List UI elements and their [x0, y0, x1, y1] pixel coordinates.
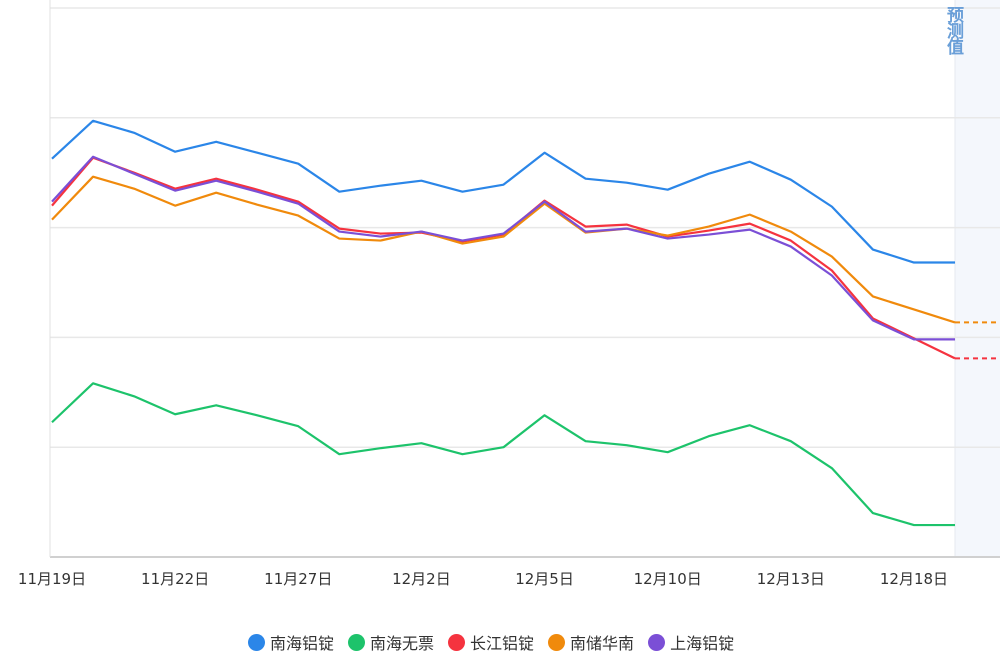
legend-item[interactable]: 南海无票	[348, 630, 434, 654]
legend-dot-icon	[548, 633, 566, 651]
x-tick-label: 11月27日	[264, 570, 332, 588]
forecast-label: 预测值	[943, 6, 963, 54]
legend-item[interactable]: 南储华南	[548, 630, 634, 654]
legend-label: 南海铝锭	[270, 634, 335, 653]
legend-dot-icon	[248, 633, 265, 651]
legend-dot-icon	[348, 633, 366, 651]
x-tick-label: 12月5日	[515, 570, 574, 588]
forecast-region	[955, 0, 1000, 557]
x-tick-label: 12月2日	[392, 570, 451, 588]
x-tick-label: 11月22日	[141, 570, 209, 588]
x-tick-label: 12月13日	[757, 570, 825, 588]
legend-dot-icon	[648, 633, 666, 651]
x-tick-label: 12月18日	[880, 570, 948, 588]
legend-item[interactable]: 南海铝锭	[248, 630, 334, 654]
x-tick-label: 12月10日	[634, 570, 702, 588]
legend-item[interactable]: 长江铝锭	[448, 630, 534, 654]
legend-label: 南储华南	[570, 634, 635, 653]
series-line-1	[51, 382, 955, 527]
legend-item[interactable]: 上海铝锭	[648, 630, 734, 654]
legend-label: 南海无票	[370, 634, 435, 653]
legend: 南海铝锭 南海无票 长江铝锭 南储华南 上海铝锭	[248, 630, 734, 654]
x-tick-label: 11月19日	[18, 570, 86, 588]
legend-dot-icon	[448, 633, 466, 651]
legend-label: 长江铝锭	[470, 634, 535, 653]
legend-label: 上海铝锭	[670, 634, 735, 653]
series-line-0	[51, 119, 955, 264]
